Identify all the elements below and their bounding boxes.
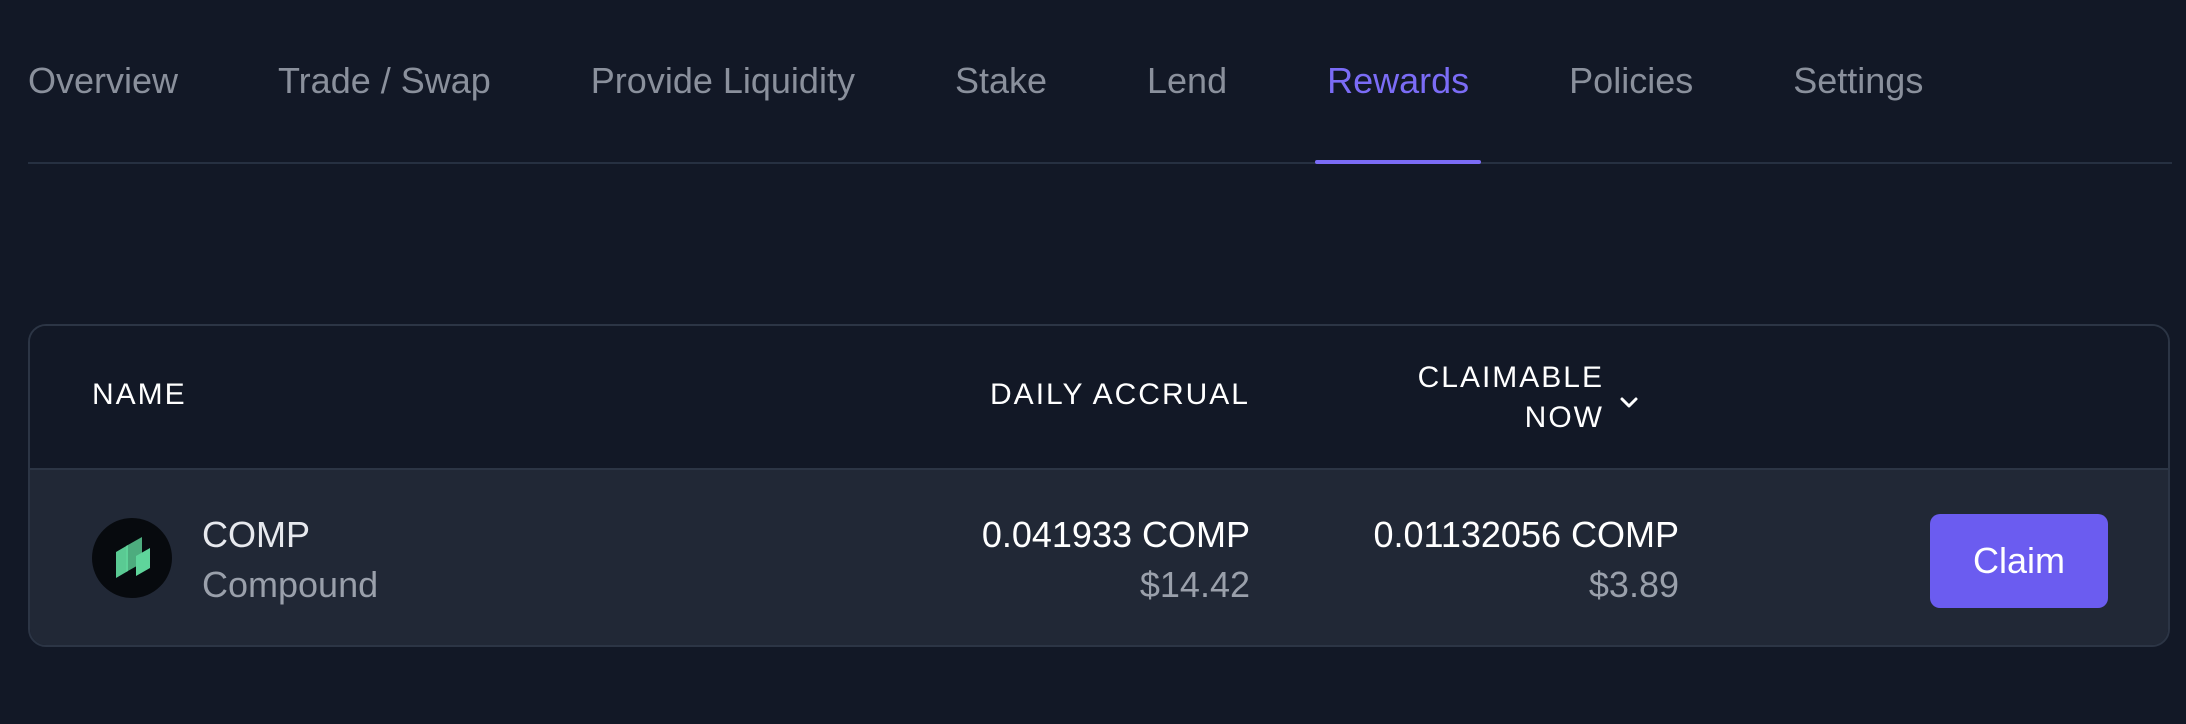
- column-header-name: NAME: [92, 378, 187, 411]
- claim-button[interactable]: Claim: [1930, 514, 2108, 608]
- column-header-claimable-now[interactable]: CLAIMABLE NOW: [1418, 358, 1640, 438]
- table-header: NAME DAILY ACCRUAL CLAIMABLE NOW: [30, 326, 2168, 470]
- tab-overview[interactable]: Overview: [28, 60, 179, 101]
- tab-provide-liquidity[interactable]: Provide Liquidity: [590, 60, 855, 101]
- main-tabs: Overview Trade / Swap Provide Liquidity …: [28, 0, 2172, 164]
- tab-trade-swap[interactable]: Trade / Swap: [278, 60, 491, 101]
- tab-policies[interactable]: Policies: [1569, 60, 1694, 101]
- claimable-amount: 0.01132056 COMP: [1373, 514, 1679, 555]
- tab-stake[interactable]: Stake: [954, 60, 1048, 101]
- tab-settings[interactable]: Settings: [1793, 60, 1924, 101]
- tab-rewards[interactable]: Rewards: [1315, 0, 1482, 164]
- daily-accrual-amount: 0.041933 COMP: [981, 514, 1250, 555]
- tab-lend[interactable]: Lend: [1147, 60, 1228, 101]
- asset-name: Compound: [202, 564, 379, 605]
- column-header-claimable-label: CLAIMABLE NOW: [1418, 358, 1604, 438]
- column-header-daily-accrual: DAILY ACCRUAL: [990, 378, 1250, 411]
- asset-symbol: COMP: [202, 514, 310, 555]
- claimable-label-line2: NOW: [1524, 401, 1604, 434]
- claimable-usd: $3.89: [1588, 564, 1679, 605]
- daily-accrual-usd: $14.42: [1139, 564, 1250, 605]
- claimable-label-line1: CLAIMABLE: [1417, 361, 1604, 394]
- rewards-table: NAME DAILY ACCRUAL CLAIMABLE NOW: [28, 324, 2170, 647]
- compound-logo-icon: [92, 518, 172, 598]
- chevron-down-icon[interactable]: [1618, 387, 1640, 409]
- table-row: COMP Compound 0.041933 COMP $14.42 0.011…: [30, 470, 2168, 645]
